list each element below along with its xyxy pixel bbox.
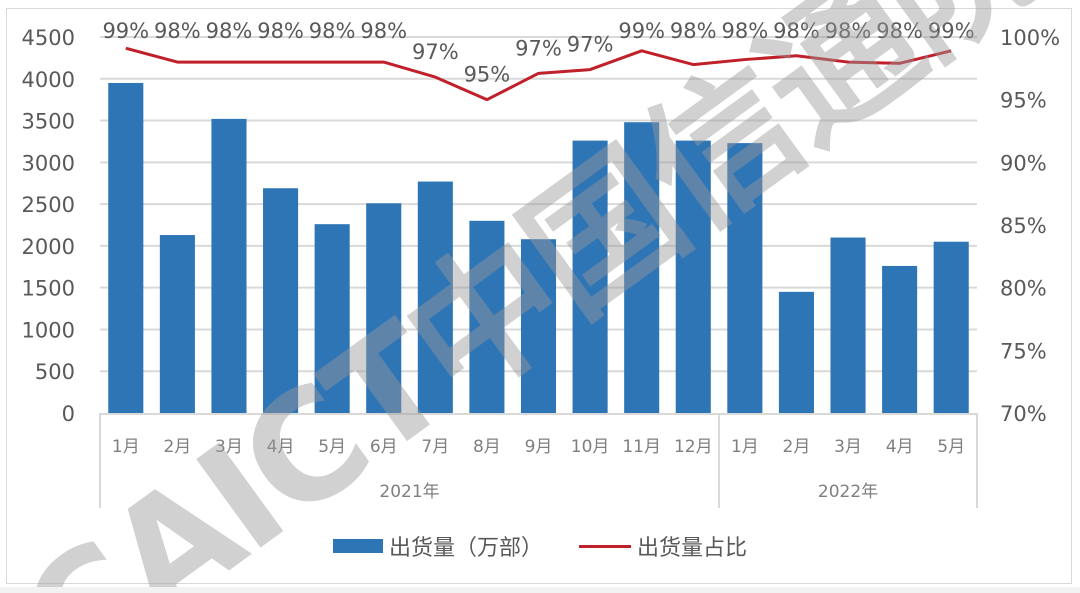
x-axis-month-label: 5月: [937, 437, 965, 457]
left-axis-tick: 0: [62, 402, 75, 426]
bar[interactable]: [263, 188, 299, 413]
x-axis-month-label: 10月: [571, 437, 610, 457]
line-data-label: 98%: [773, 19, 820, 43]
bar-swatch-icon: [332, 539, 383, 553]
x-axis: 1月 2月 3月 4月 5月 6月 7月 8月 9月 10月 11月 12月 1月 2月 3月 4月 5月 202…: [99, 413, 978, 508]
line-data-label: 99%: [928, 19, 975, 43]
x-axis-month-label: 2月: [783, 437, 811, 457]
bar[interactable]: [675, 140, 711, 413]
bar[interactable]: [211, 118, 247, 413]
line-data-label: 98%: [309, 19, 356, 43]
legend-item-shipments[interactable]: 出货量（万部）: [332, 530, 543, 562]
left-axis-tick: 2000: [22, 235, 75, 259]
bar[interactable]: [366, 203, 402, 413]
right-axis: 70% 75% 80% 85% 90% 95% 100%: [1000, 26, 1060, 426]
x-axis-month-label: 4月: [267, 437, 295, 457]
x-axis-month-label: 5月: [318, 437, 346, 457]
x-axis-year-label: 2022年: [818, 482, 878, 502]
right-axis-tick: 85%: [1000, 214, 1047, 238]
bar[interactable]: [572, 140, 608, 413]
x-axis-month-label: 3月: [215, 437, 243, 457]
bar[interactable]: [882, 265, 918, 413]
x-axis-month-label: 4月: [886, 437, 914, 457]
line-data-label: 99%: [102, 19, 149, 43]
x-axis-month-label: 6月: [370, 437, 398, 457]
bar[interactable]: [108, 82, 144, 413]
line-data-label: 95%: [464, 63, 511, 87]
left-axis-tick: 4000: [22, 68, 75, 92]
legend-label-share: 出货量占比: [637, 536, 748, 561]
right-axis-tick: 90%: [1000, 151, 1047, 175]
share-line[interactable]: [125, 46, 952, 102]
bar[interactable]: [830, 237, 866, 413]
x-axis-month-label: 9月: [525, 437, 553, 457]
line-data-label: 97%: [515, 36, 562, 60]
bar[interactable]: [314, 224, 350, 413]
x-axis-month-label: 8月: [473, 437, 501, 457]
right-axis-tick: 95%: [1000, 89, 1047, 113]
bar[interactable]: [624, 122, 660, 413]
line-data-labels: 99% 98% 98% 98% 98% 98%97%95%97% 97%99% 98% 98% 9…: [102, 19, 974, 87]
left-axis: 0 500 1000 1500 2000 2500 3000 3500 4000 4500: [22, 26, 75, 426]
bottom-shadow: [0, 587, 1080, 593]
line-data-label: 98%: [154, 19, 201, 43]
legend: 出货量（万部） 出货量占比: [0, 530, 1080, 562]
legend-label-shipments: 出货量（万部）: [388, 536, 543, 561]
x-axis-month-label: 1月: [112, 437, 140, 457]
right-axis-tick: 70%: [1000, 402, 1047, 426]
line-data-label: 98%: [825, 19, 872, 43]
left-axis-tick: 3000: [22, 151, 75, 175]
line-data-label: 98%: [876, 19, 923, 43]
left-axis-tick: 3500: [22, 110, 75, 134]
right-axis-tick: 100%: [1000, 26, 1060, 50]
bar[interactable]: [933, 241, 969, 413]
bar[interactable]: [417, 181, 453, 413]
bar[interactable]: [778, 291, 814, 413]
line-data-label: 97%: [567, 33, 614, 57]
bar[interactable]: [520, 239, 557, 413]
bar[interactable]: [159, 235, 195, 413]
x-axis-month-label: 7月: [421, 437, 449, 457]
x-axis-month-label: 1月: [731, 437, 759, 457]
line-data-label: 98%: [670, 19, 717, 43]
line-data-label: 98%: [722, 19, 769, 43]
line-data-label: 98%: [206, 19, 253, 43]
line-data-label: 98%: [360, 19, 407, 43]
left-axis-tick: 500: [35, 360, 75, 384]
line-data-label: 99%: [618, 19, 665, 43]
line-data-label: 97%: [412, 40, 459, 64]
bar[interactable]: [727, 143, 763, 414]
x-axis-month-label: 12月: [674, 437, 713, 457]
bar-series: [108, 82, 969, 414]
line-series: [125, 46, 952, 102]
right-axis-tick: 80%: [1000, 277, 1047, 301]
x-axis-month-label: 11月: [622, 437, 661, 457]
right-axis-tick: 75%: [1000, 339, 1047, 363]
line-data-label: 98%: [257, 19, 304, 43]
x-axis-month-label: 2月: [163, 437, 191, 457]
legend-item-share[interactable]: 出货量占比: [579, 530, 747, 562]
left-axis-tick: 1500: [22, 277, 75, 301]
left-axis-tick: 1000: [22, 318, 75, 342]
left-axis-tick: 4500: [22, 26, 75, 50]
bar[interactable]: [469, 220, 505, 413]
x-axis-month-label: 3月: [834, 437, 862, 457]
x-axis-year-label: 2021年: [379, 482, 439, 502]
left-axis-tick: 2500: [22, 193, 75, 217]
line-swatch-icon: [579, 544, 631, 548]
